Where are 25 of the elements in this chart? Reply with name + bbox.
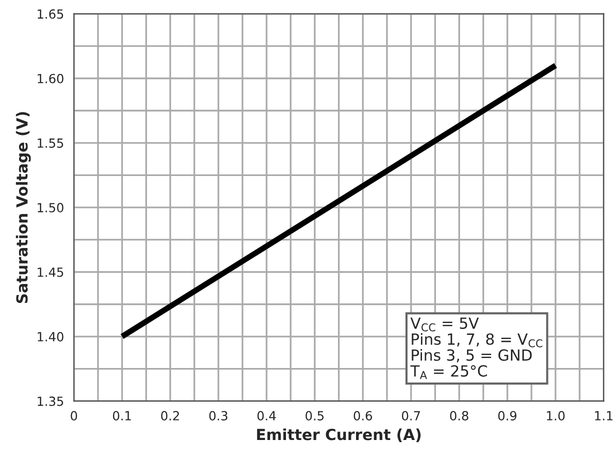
x-tick-label: 0.4 — [257, 411, 276, 420]
y-axis-title: Saturation Voltage (V) — [16, 112, 31, 304]
x-tick-label: 0.7 — [402, 411, 420, 420]
x-tick-label: 1.0 — [546, 411, 565, 420]
y-tick-label: 1.55 — [38, 138, 64, 148]
y-tick-label: 1.50 — [38, 202, 64, 212]
x-tick-label: 0.8 — [450, 411, 468, 420]
x-tick-label: 0.6 — [354, 411, 372, 420]
annotation: Pins 1, 7, 8 = V$_{CC}$ — [412, 333, 542, 348]
x-tick-label: 0.5 — [306, 411, 324, 420]
x-tick-label: 0.9 — [498, 411, 516, 420]
y-tick-label: 1.40 — [38, 332, 64, 342]
x-tick-label: 0.2 — [161, 411, 179, 420]
y-tick-label: 1.60 — [38, 74, 64, 84]
x-tick-label: 1.1 — [595, 411, 612, 420]
x-tick-label: 0.3 — [209, 411, 228, 420]
x-axis-title: Emitter Current (A) — [257, 428, 421, 442]
annotation: T$_{A}$ = 25°C — [410, 365, 487, 379]
x-tick-label: 0 — [70, 411, 78, 420]
x-tick-label: 0.1 — [112, 411, 131, 420]
y-tick-label: 1.65 — [38, 9, 64, 19]
annotation: V$_{CC}$ = 5V — [410, 318, 479, 332]
annotation: Pins 3, 5 = GND — [412, 349, 532, 362]
y-tick-label: 1.35 — [38, 396, 64, 406]
y-tick-label: 1.45 — [38, 268, 64, 277]
